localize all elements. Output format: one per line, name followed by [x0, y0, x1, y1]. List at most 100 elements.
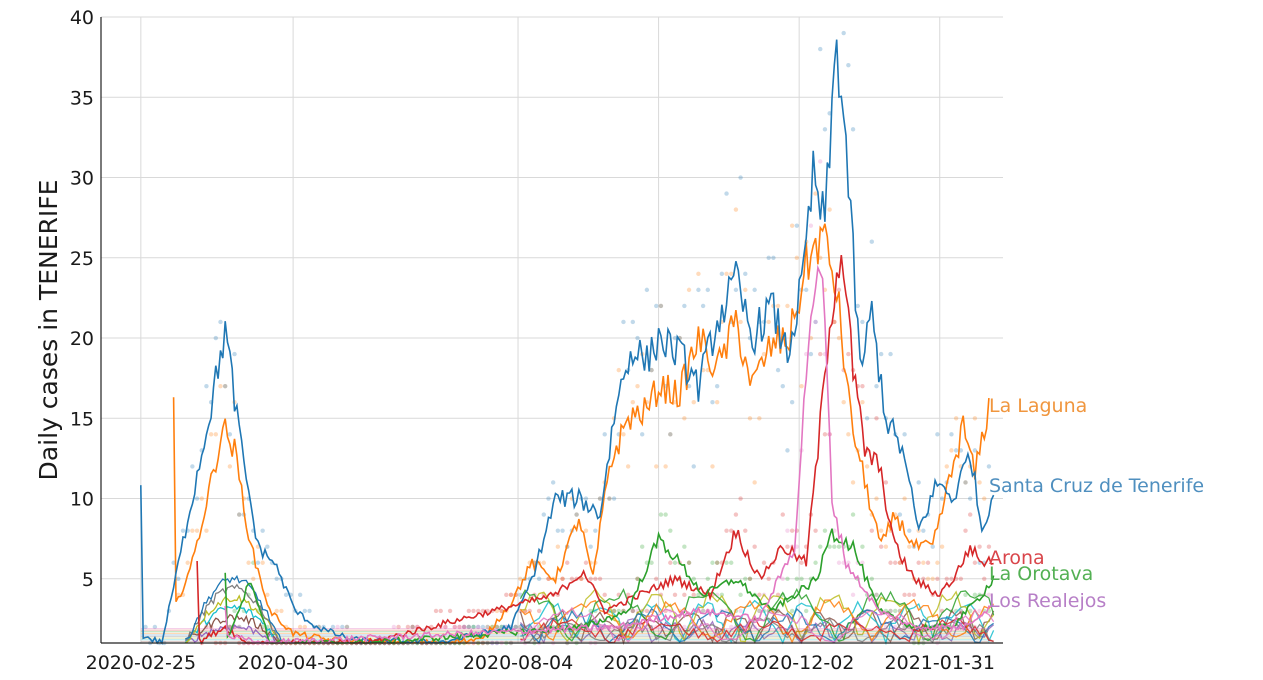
scatter-dot	[410, 624, 415, 630]
scatter-dot	[335, 624, 340, 630]
scatter-dot	[705, 287, 710, 293]
scatter-dot	[597, 496, 603, 501]
scatter-dot	[714, 560, 720, 565]
scatter-dot	[710, 560, 715, 565]
scatter-dot	[780, 576, 785, 581]
scatter-dot	[939, 496, 945, 501]
scatter-dot	[668, 560, 673, 565]
scatter-dot	[185, 560, 190, 565]
scatter-dot	[649, 367, 654, 373]
scatter-dot	[738, 608, 743, 614]
scatter-dot	[846, 560, 851, 565]
scatter-dot	[743, 576, 748, 581]
scatter-dot	[635, 576, 640, 581]
scatter-dot	[344, 624, 350, 630]
scatter-dot	[982, 496, 987, 501]
scatter-dot	[855, 303, 860, 309]
scatter-dot	[663, 464, 668, 469]
scatter-dot	[818, 351, 823, 357]
y-tick-label: 30	[70, 168, 94, 190]
scatter-dot	[682, 416, 687, 421]
scatter-dot	[232, 608, 237, 614]
scatter-dot	[785, 303, 790, 309]
scatter-dot	[733, 512, 739, 517]
scatter-dot	[499, 608, 504, 614]
scatter-dot	[405, 624, 411, 630]
scatter-dot	[593, 576, 598, 581]
series-line	[224, 264, 995, 645]
scatter-dot	[476, 624, 481, 630]
scatter-dot	[583, 528, 589, 533]
scatter-dot	[682, 592, 687, 598]
series-label-santa-cruz: Santa Cruz de Tenerife	[989, 475, 1204, 497]
scatter-dot	[747, 416, 753, 421]
scatter-dot	[860, 560, 865, 565]
scatter-dot	[597, 496, 603, 501]
scatter-dot	[251, 576, 256, 581]
scatter-dot	[658, 303, 664, 309]
scatter-dot	[888, 608, 893, 614]
scatter-dot	[766, 319, 771, 325]
scatter-dot	[546, 496, 551, 501]
scatter-dot	[743, 528, 748, 533]
scatter-dot	[700, 608, 706, 614]
scatter-dot	[907, 528, 912, 533]
scatter-dot	[602, 592, 607, 598]
scatter-dot	[850, 480, 856, 485]
scatter-dot	[686, 287, 692, 293]
scatter-dot	[841, 400, 846, 405]
scatter-dot	[714, 560, 720, 565]
scatter-dot	[550, 480, 556, 485]
scatter-dot	[297, 624, 303, 630]
y-tick-label: 5	[82, 569, 94, 591]
scatter-dot	[330, 624, 336, 630]
scatter-dot	[302, 608, 308, 614]
series-lines	[140, 39, 995, 646]
scatter-dot	[176, 576, 181, 581]
series-line	[196, 255, 994, 645]
scatter-dot	[986, 544, 992, 549]
scatter-dot	[757, 592, 762, 598]
scatter-dot	[785, 528, 790, 533]
scatter-dot	[925, 576, 931, 581]
scatter-dot	[700, 608, 706, 614]
scatter-dot	[780, 512, 785, 517]
background-series-line	[184, 613, 282, 644]
scatter-dot	[949, 576, 954, 581]
scatter-dot	[972, 592, 978, 598]
scatter-dot	[274, 576, 279, 581]
scatter-dot	[686, 560, 692, 565]
scatter-dot	[583, 496, 589, 501]
scatter-dot	[438, 608, 443, 614]
scatter-dot	[775, 367, 781, 373]
scatter-dot	[738, 496, 743, 501]
scatter-dot	[963, 480, 968, 485]
scatter-dot	[190, 528, 195, 533]
scatter-dot	[813, 528, 818, 533]
scatter-dot	[560, 528, 565, 533]
scatter-dot	[466, 624, 472, 630]
scatter-dot	[461, 624, 467, 630]
scatter-dot	[714, 400, 720, 405]
scatter-dot	[663, 512, 668, 517]
y-tick-label: 35	[70, 87, 94, 109]
scatter-dot	[630, 319, 636, 325]
scatter-dot	[682, 544, 687, 549]
scatter-dot	[968, 496, 973, 501]
scatter-dot	[279, 608, 284, 614]
scatter-dot	[607, 496, 612, 501]
scatter-dot	[935, 576, 940, 581]
scatter-dot	[649, 560, 654, 565]
scatter-dot	[616, 367, 621, 373]
scatter-dot	[771, 255, 776, 260]
scatter-dot	[668, 432, 673, 437]
scatter-dot	[804, 608, 809, 614]
scatter-dot	[766, 255, 771, 260]
scatter-dot	[738, 175, 743, 180]
x-tick-label: 2020-12-02	[744, 652, 854, 674]
scatter-dot	[864, 416, 870, 421]
scatter-dot	[625, 464, 631, 469]
scatter-dot	[785, 544, 790, 549]
scatter-dot	[724, 191, 729, 196]
scatter-dot	[729, 271, 734, 277]
